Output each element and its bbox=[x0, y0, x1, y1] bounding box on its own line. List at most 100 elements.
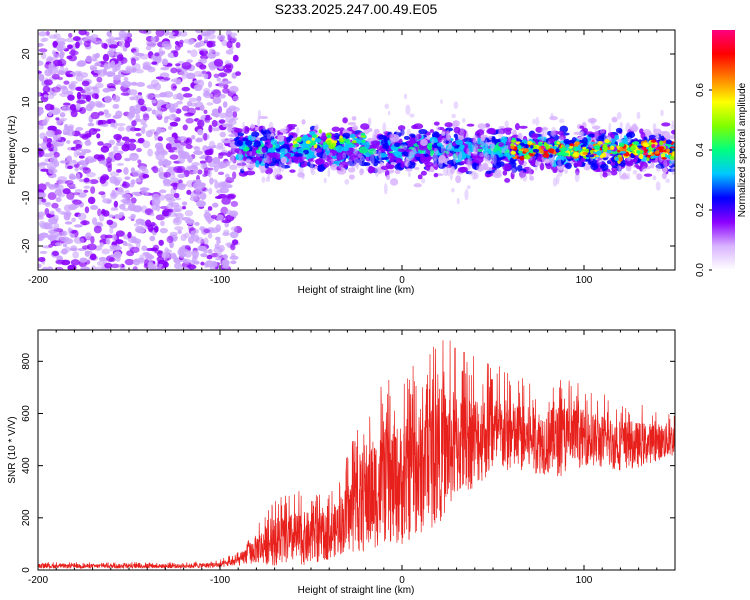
spectrogram-cell bbox=[88, 100, 96, 109]
spectrogram-cell bbox=[604, 138, 610, 144]
spectrogram-cell bbox=[468, 153, 479, 157]
spectrogram-cell bbox=[75, 127, 84, 131]
spectrogram-cell bbox=[485, 139, 488, 148]
spectrogram-cell bbox=[197, 169, 203, 175]
spectrogram-cell bbox=[199, 50, 204, 56]
spectrogram-cell bbox=[64, 211, 72, 217]
spectrogram-cell bbox=[342, 117, 348, 124]
spectrogram-cell bbox=[85, 171, 96, 178]
spectrogram-cell bbox=[583, 163, 591, 171]
spectrogram-cell bbox=[141, 245, 148, 252]
spectrogram-cell bbox=[619, 121, 623, 129]
spectrogram-cell bbox=[181, 86, 191, 92]
spectrogram-cell bbox=[569, 143, 574, 147]
spectrogram-cell bbox=[485, 170, 492, 175]
spectrogram-cell bbox=[559, 136, 564, 142]
spectrogram-cell bbox=[224, 80, 232, 84]
spectrogram-cell bbox=[217, 105, 223, 114]
spectrogram-cell bbox=[118, 263, 123, 267]
spectrogram-cell bbox=[162, 210, 170, 217]
spectrogram-cell bbox=[541, 127, 549, 131]
spectrogram-cell bbox=[419, 155, 426, 163]
spectrogram-cell bbox=[219, 131, 227, 138]
spectrogram-cell bbox=[62, 243, 68, 248]
spectrogram-cell bbox=[106, 219, 114, 225]
spectrogram-cell bbox=[162, 178, 172, 185]
spectrogram-cell bbox=[133, 258, 141, 266]
spectrogram-cell bbox=[279, 162, 285, 172]
spectrogram-cell bbox=[510, 150, 517, 155]
spectrogram-cell bbox=[463, 137, 474, 143]
spectrogram-cell bbox=[76, 172, 81, 180]
spectrogram-cell bbox=[232, 110, 238, 118]
spectrogram-cell bbox=[90, 111, 100, 120]
snr-x-tick-label: 100 bbox=[576, 575, 593, 586]
spectrogram-cell bbox=[563, 167, 569, 174]
spectrogram-cell bbox=[199, 192, 207, 201]
spectrogram-cell bbox=[199, 64, 207, 70]
spectrogram-cell bbox=[106, 119, 112, 125]
spectrogram-cell bbox=[355, 162, 360, 170]
spectrogram-cell bbox=[575, 146, 582, 151]
spectrogram-cell bbox=[38, 60, 44, 67]
spectrogram-cell bbox=[511, 165, 518, 174]
spectrogram-cell bbox=[668, 134, 675, 140]
spectrogram-cell bbox=[81, 80, 90, 87]
spectrogram-cell bbox=[38, 232, 49, 239]
spectrogram-cell bbox=[164, 247, 169, 254]
spectrogram-cell bbox=[369, 154, 375, 167]
spectrogram-cell bbox=[84, 206, 90, 214]
spectrogram-cell bbox=[72, 36, 81, 42]
spectrogram-cell bbox=[486, 153, 492, 161]
spectrogram-cell bbox=[232, 171, 237, 180]
spectrogram-cell bbox=[107, 50, 115, 57]
spectrogram-cell bbox=[47, 125, 57, 132]
spectrogram-cell bbox=[448, 137, 452, 149]
spectrogram-cell bbox=[206, 30, 216, 35]
spectrogram-cell bbox=[632, 169, 638, 175]
spectrogram-cell bbox=[377, 150, 382, 159]
spectrogram-cell bbox=[153, 82, 162, 91]
spectrogram-cell bbox=[342, 132, 351, 138]
spectrogram-cell bbox=[73, 224, 83, 228]
spectrogram-cell bbox=[542, 152, 550, 158]
spectrogram-cell bbox=[96, 133, 101, 139]
spectrogram-cell bbox=[559, 118, 565, 124]
spectrogram-cell bbox=[218, 244, 225, 252]
spectrogram-cell bbox=[38, 257, 46, 263]
spectrogram-cell bbox=[231, 106, 240, 112]
spectrogram-cell bbox=[367, 166, 376, 173]
spectrogram-cell bbox=[179, 182, 184, 187]
spectrogram-cell bbox=[201, 70, 207, 75]
spectrogram-cell bbox=[61, 230, 68, 237]
spectrogram-cell bbox=[441, 153, 445, 162]
spectrogram-cell bbox=[549, 116, 558, 121]
spectrogram-cell bbox=[660, 153, 666, 158]
spectrogram-cell bbox=[207, 206, 213, 211]
spectrogram-cell bbox=[130, 57, 137, 66]
spectrogram-cell bbox=[466, 147, 470, 155]
spectrogram-cell bbox=[163, 261, 169, 268]
spectrogram-cell bbox=[87, 250, 93, 255]
spectrogram-y-label: Frequency (Hz) bbox=[7, 116, 18, 185]
spectrogram-cell bbox=[79, 151, 86, 156]
spectrogram-cell bbox=[453, 153, 457, 165]
spectrogram-cell bbox=[651, 143, 656, 149]
spectrogram-cell bbox=[187, 49, 192, 54]
spectrogram-cell bbox=[590, 163, 599, 171]
spectrogram-cell bbox=[48, 148, 54, 152]
spectrogram-y-tick-label: 20 bbox=[21, 48, 32, 60]
spectrogram-cell bbox=[51, 251, 59, 257]
spectrogram-marks bbox=[38, 30, 675, 270]
spectrogram-cell bbox=[196, 200, 206, 208]
spectrogram-cell bbox=[205, 155, 213, 163]
spectrogram-cell bbox=[43, 153, 53, 158]
spectrogram-cell bbox=[158, 159, 163, 167]
spectrogram-cell bbox=[179, 30, 188, 37]
spectrogram-cell bbox=[466, 158, 471, 171]
spectrogram-cell bbox=[216, 77, 222, 82]
spectrogram-cell bbox=[491, 136, 496, 144]
spectrogram-cell bbox=[347, 122, 357, 126]
spectrogram-cell bbox=[504, 178, 511, 183]
spectrogram-cell bbox=[275, 143, 280, 149]
